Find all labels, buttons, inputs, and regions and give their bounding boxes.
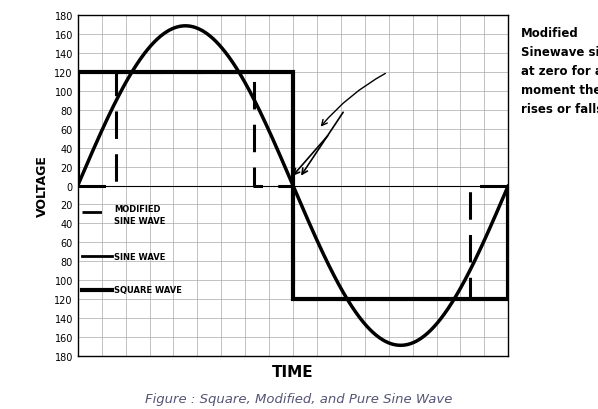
- Text: Figure : Square, Modified, and Pure Sine Wave: Figure : Square, Modified, and Pure Sine…: [145, 392, 453, 405]
- Text: MODIFIED
SINE WAVE: MODIFIED SINE WAVE: [114, 205, 166, 225]
- X-axis label: TIME: TIME: [272, 364, 314, 379]
- Text: SQUARE WAVE: SQUARE WAVE: [114, 285, 182, 294]
- Y-axis label: VOLTAGE: VOLTAGE: [36, 155, 49, 217]
- Text: SINE WAVE: SINE WAVE: [114, 252, 166, 261]
- Text: Modified
Sinewave sits
at zero for a
moment then
rises or falls: Modified Sinewave sits at zero for a mom…: [521, 27, 598, 115]
